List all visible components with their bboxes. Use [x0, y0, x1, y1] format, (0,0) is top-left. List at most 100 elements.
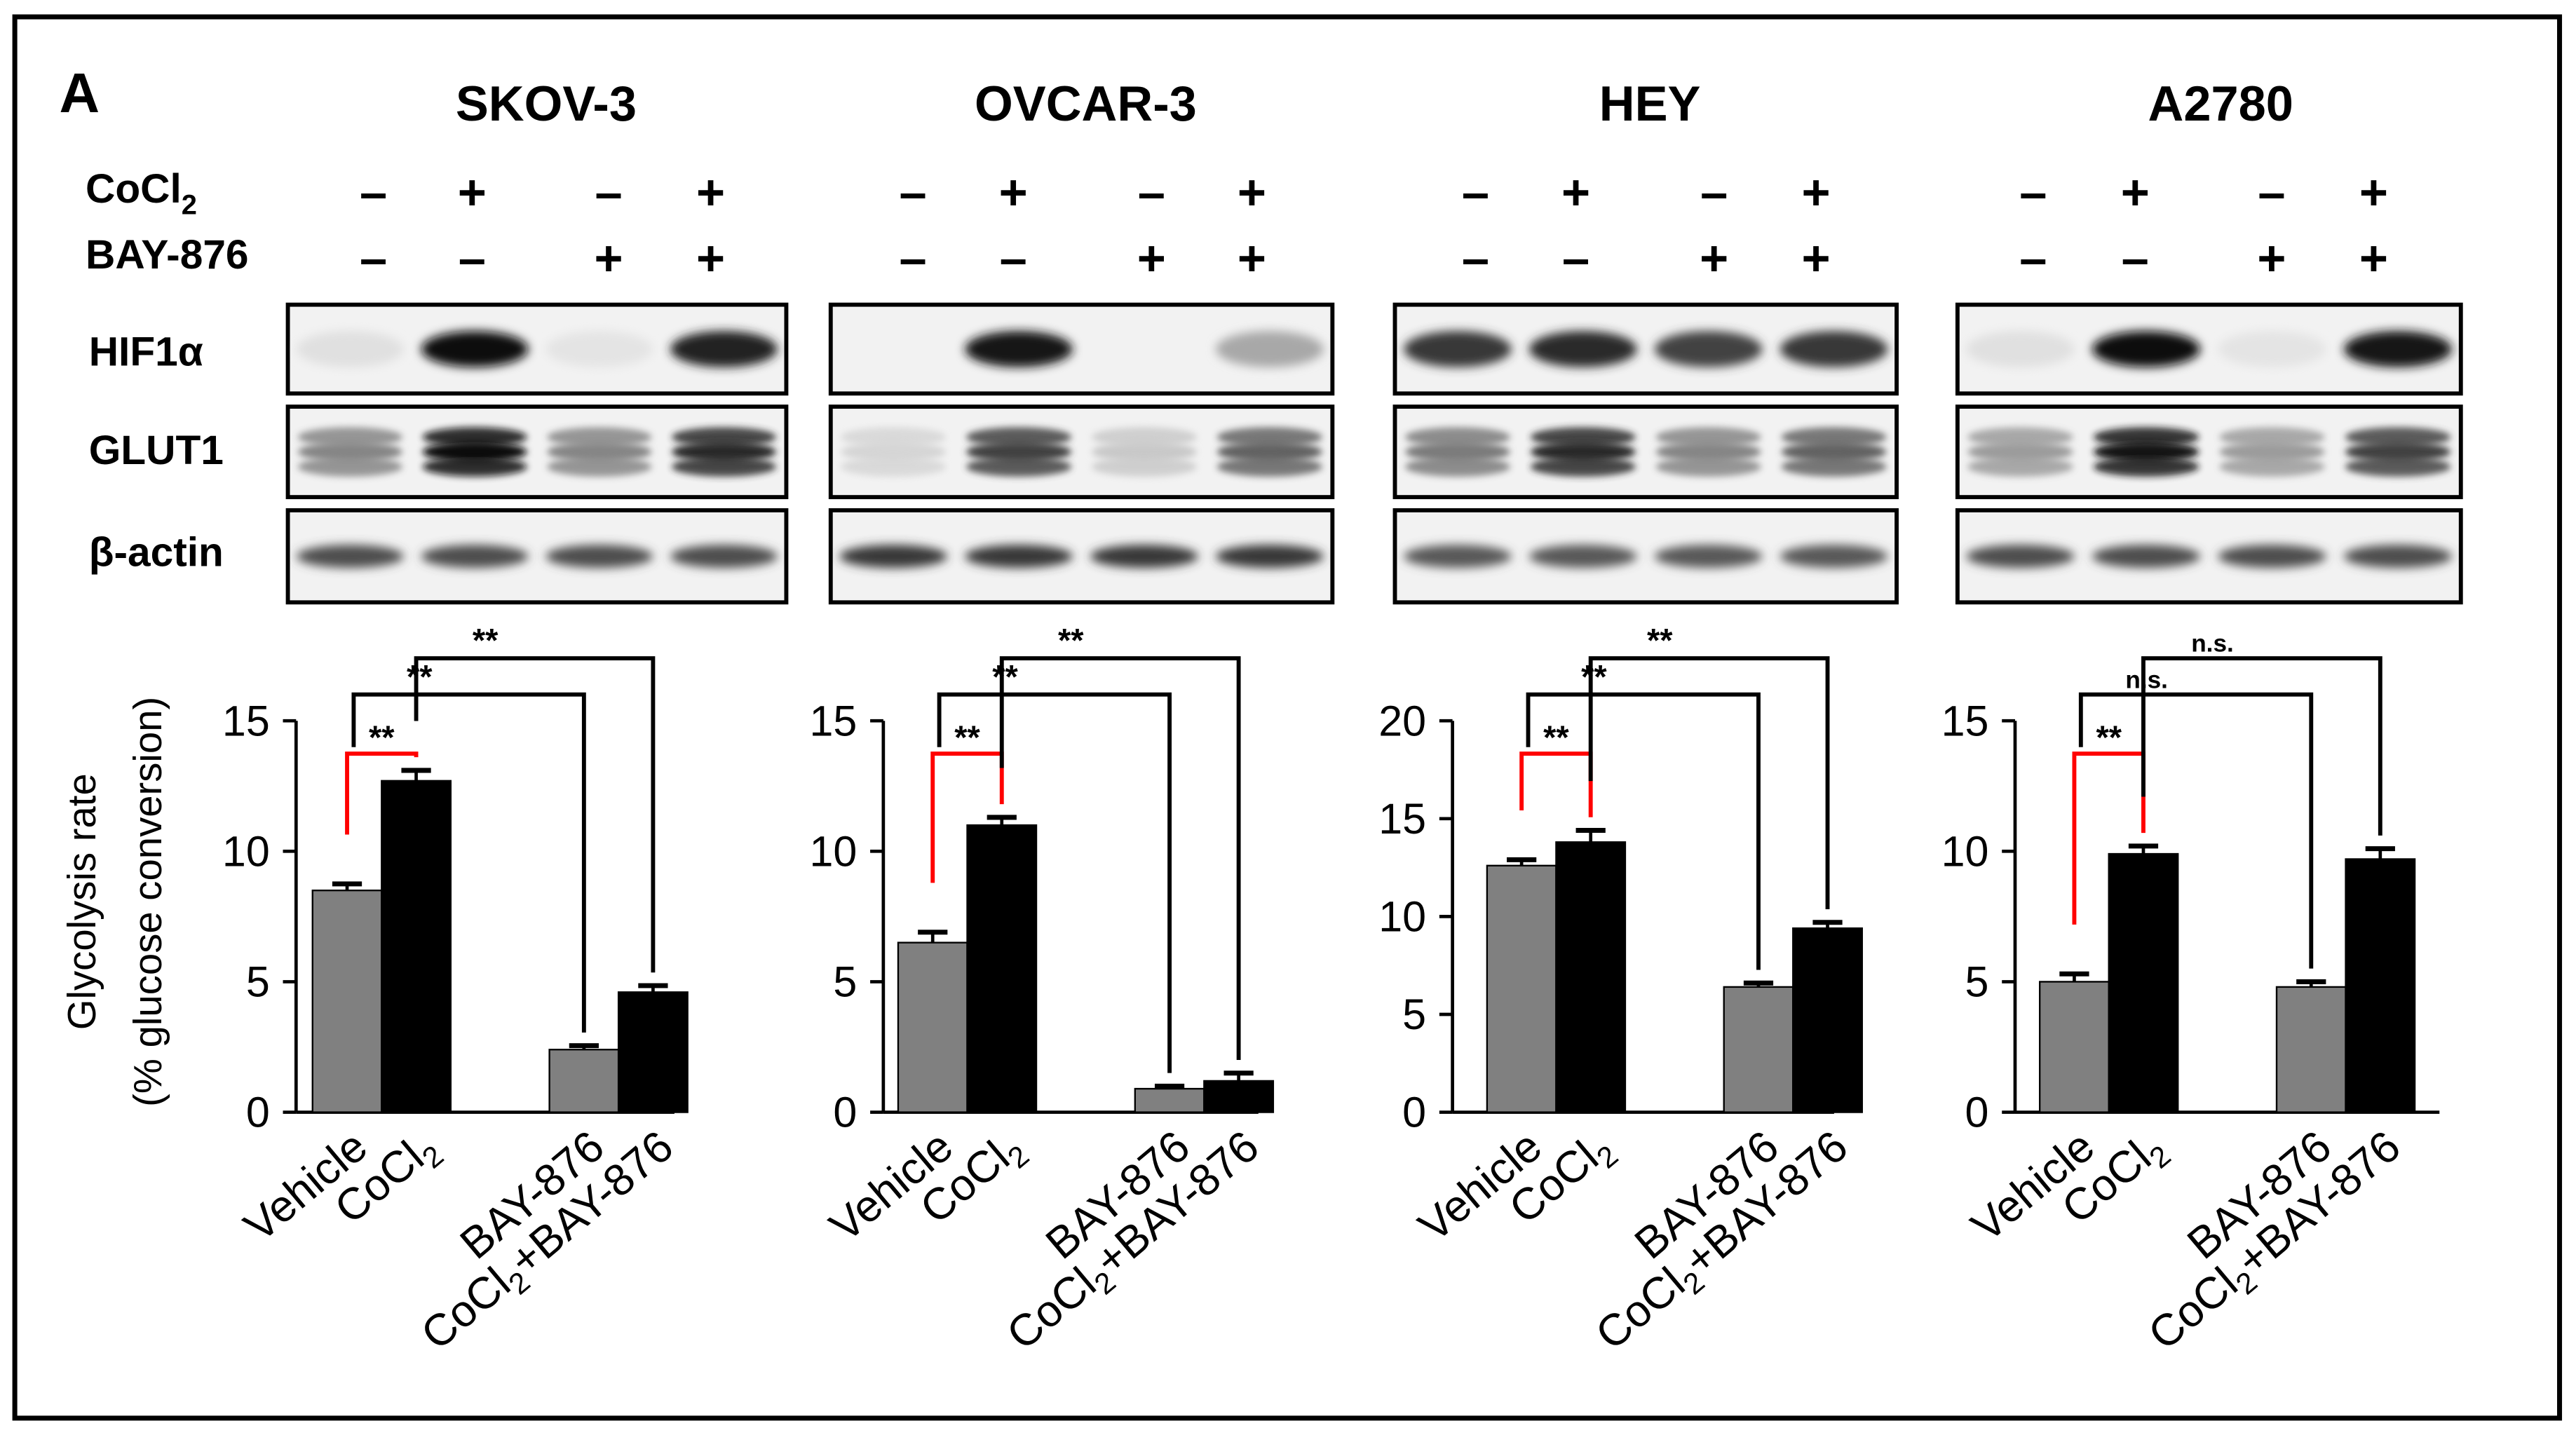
blot-band — [547, 456, 652, 477]
blot-HIF1-strip — [1392, 302, 1899, 396]
bar-1 — [1555, 841, 1627, 1113]
bay876-sign: – — [1562, 230, 1589, 285]
blot-band — [2345, 456, 2451, 477]
blot-band — [2218, 545, 2326, 569]
sig-label-black: ** — [1058, 623, 1084, 659]
sig-label-red: ** — [954, 719, 980, 756]
y-tick-label: 10 — [809, 827, 857, 875]
blot-band — [1966, 545, 2075, 569]
sig-label-black: ** — [992, 658, 1018, 695]
blot-band — [965, 427, 1072, 447]
blot-band — [2219, 442, 2325, 462]
blot-band — [422, 456, 527, 477]
blot-band — [1655, 427, 1761, 447]
bay876-sign: + — [1238, 230, 1266, 285]
y-axis-label-line1: Glycolysis rate — [60, 773, 104, 1030]
y-tick-label: 5 — [1965, 958, 1989, 1006]
blot-band — [2345, 427, 2451, 447]
panel-title: OVCAR-3 — [975, 76, 1197, 131]
sig-label-red: ** — [1543, 719, 1569, 756]
blot-band — [671, 456, 777, 477]
figure-border — [12, 14, 2563, 1421]
y-tick-label: 0 — [1965, 1089, 1989, 1136]
blot-band — [1404, 331, 1512, 367]
blot-band — [1216, 442, 1323, 462]
bar-1 — [2108, 852, 2179, 1113]
blot-band — [1528, 331, 1637, 367]
blot-actin-strip — [828, 508, 1335, 605]
cocl2-sign: + — [458, 165, 487, 220]
bay876-sign: + — [696, 230, 725, 285]
sig-bracket-black — [414, 656, 656, 973]
sig-bracket-black — [1588, 656, 1830, 909]
blot-actin-strip — [1955, 508, 2463, 605]
blot-band — [670, 545, 778, 569]
blot-band — [297, 545, 404, 569]
blot-band — [1091, 456, 1198, 477]
blot-band — [670, 331, 778, 367]
bar-2 — [1723, 986, 1794, 1113]
blot-actin-strip — [285, 508, 789, 605]
bay876-sign: – — [2122, 230, 2149, 285]
cocl2-sign: – — [595, 165, 622, 220]
y-tick-label: 15 — [1378, 795, 1426, 843]
blot-band — [1780, 545, 1888, 569]
blot-band — [1216, 456, 1323, 477]
cocl2-sign: + — [1561, 165, 1590, 220]
sig-label-red: ** — [369, 719, 395, 756]
sig-bracket-red — [930, 751, 1004, 883]
bay876-sign: + — [2359, 230, 2388, 285]
blot-band — [1216, 427, 1323, 447]
blot-band — [1781, 427, 1887, 447]
blot-band — [1967, 442, 2073, 462]
bar-0 — [311, 889, 383, 1113]
blot-band — [1530, 427, 1636, 447]
bar-1 — [966, 824, 1038, 1113]
sig-bracket-black — [351, 692, 586, 1033]
blot-GLUT1-strip — [828, 404, 1335, 500]
cocl2-row-label-base: CoCl — [86, 166, 182, 212]
blot-band — [1404, 442, 1511, 462]
blot-band — [2219, 456, 2325, 477]
cocl2-sign: + — [696, 165, 725, 220]
blot-band — [2343, 331, 2453, 367]
blot-band — [1780, 331, 1888, 367]
cocl2-sign: + — [1238, 165, 1266, 220]
blot-band — [2093, 427, 2199, 447]
blot-band — [1404, 456, 1511, 477]
blot-band — [422, 427, 527, 447]
sig-label-black: ** — [407, 658, 433, 695]
blot-band — [2093, 442, 2199, 462]
blot-band — [1528, 545, 1637, 569]
blot-band — [839, 545, 948, 569]
panel-label: A — [59, 62, 100, 124]
bar-2 — [2275, 986, 2347, 1113]
bay876-row-label: BAY-876 — [86, 232, 249, 278]
blot-band — [547, 442, 652, 462]
blot-band — [2092, 331, 2201, 367]
blot-band — [1654, 331, 1763, 367]
blot-label-glut1: GLUT1 — [89, 428, 224, 473]
y-tick-label: 10 — [1378, 892, 1426, 940]
sig-bracket-red — [345, 751, 419, 835]
cocl2-sign: + — [999, 165, 1028, 220]
blot-band — [1091, 442, 1198, 462]
blot-band — [1781, 442, 1887, 462]
bay876-sign: – — [2019, 230, 2047, 285]
blot-band — [1404, 545, 1512, 569]
y-tick-label: 10 — [222, 827, 270, 875]
blot-HIF1-strip — [285, 302, 789, 396]
sig-label-black: n.s. — [2191, 630, 2234, 658]
blot-band — [965, 331, 1073, 367]
blot-band — [422, 442, 527, 462]
y-tick-label: 15 — [809, 697, 857, 744]
cocl2-sign: – — [1138, 165, 1165, 220]
y-tick-label: 15 — [222, 697, 270, 744]
blot-band — [671, 442, 777, 462]
sig-bracket-black — [2078, 692, 2314, 969]
blot-band — [1967, 456, 2073, 477]
blot-band — [965, 456, 1072, 477]
bar-3 — [1792, 927, 1863, 1113]
